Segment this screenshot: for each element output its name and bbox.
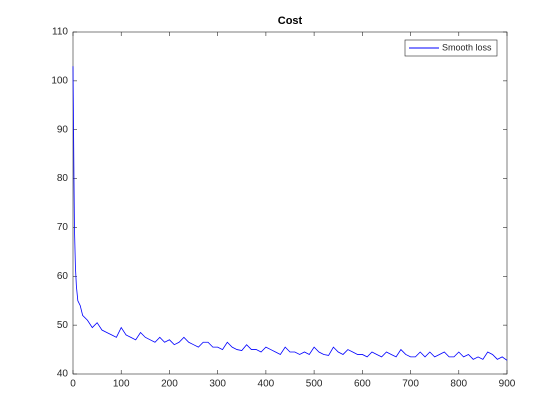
legend-box [404, 39, 498, 57]
x-tick-label: 900 [499, 379, 516, 390]
y-tick-label: 90 [57, 124, 69, 135]
line-series [72, 66, 508, 361]
y-tick-label: 60 [57, 271, 69, 282]
axes-box [72, 31, 508, 375]
x-tick-label: 0 [70, 379, 76, 390]
y-tick-label: 40 [57, 369, 69, 380]
legend-label: Smooth loss [442, 42, 492, 52]
y-tick-label: 50 [57, 320, 69, 331]
y-tick-label: 70 [57, 222, 69, 233]
x-tick-label: 300 [209, 379, 226, 390]
y-tick-label: 110 [52, 27, 68, 38]
x-tick-label: 600 [354, 379, 371, 390]
x-tick-label: 100 [113, 379, 130, 390]
y-tick-label: 80 [57, 173, 69, 184]
x-tick-label: 400 [258, 379, 275, 390]
x-tick-label: 700 [402, 379, 419, 390]
x-tick-label: 200 [161, 379, 178, 390]
x-tick-label: 800 [450, 379, 467, 390]
chart-title: Cost [278, 15, 303, 27]
y-tick-label: 100 [51, 75, 68, 86]
x-tick-label: 500 [306, 379, 323, 390]
